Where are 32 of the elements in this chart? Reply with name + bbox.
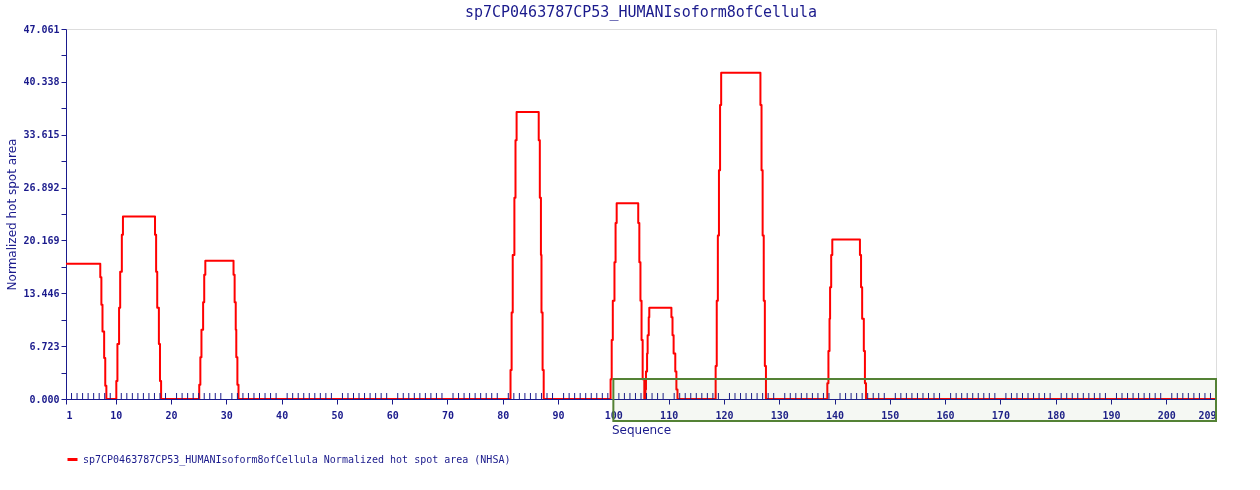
- x-tick-label: 30: [220, 409, 233, 421]
- x-tick-label: 50: [331, 409, 344, 421]
- x-tick-label: 20: [165, 409, 178, 421]
- x-tick-label: 80: [497, 409, 510, 421]
- y-tick-label: 40.338: [23, 76, 60, 88]
- x-axis-title: Sequence: [611, 422, 672, 437]
- x-tick-label: 170: [991, 409, 1010, 421]
- x-tick-label: 1: [66, 409, 73, 421]
- x-tick-label: 10: [110, 409, 123, 421]
- x-tick-label: 110: [660, 409, 679, 421]
- x-tick-label: 70: [441, 409, 455, 421]
- x-tick-label: 40: [276, 409, 289, 421]
- y-tick-label: 20.169: [23, 234, 60, 246]
- x-tick-label: 130: [770, 409, 789, 421]
- x-tick-label: 90: [552, 409, 565, 421]
- x-tick-label: 120: [715, 409, 734, 421]
- y-tick-label: 47.061: [23, 23, 60, 35]
- x-tick-label: 160: [936, 409, 955, 421]
- x-tick-label: 200: [1157, 409, 1176, 421]
- chart-title: sp7CP0463787CP53_HUMANIsoform8ofCellula: [464, 3, 818, 21]
- y-tick-label: 26.892: [23, 182, 60, 194]
- x-tick-label: 140: [825, 409, 845, 421]
- y-tick-label: 0.000: [29, 393, 60, 405]
- y-tick-label: 13.446: [23, 287, 60, 299]
- legend-label: sp7CP0463787CP53_HUMANIsoform8ofCellula Normalized hot spot area (NHSA): [83, 453, 511, 466]
- x-tick-label: 180: [1047, 409, 1066, 421]
- x-tick-label: 60: [386, 409, 399, 421]
- y-axis-title: Normalized hot spot area: [5, 138, 20, 291]
- y-tick-label: 6.723: [29, 340, 60, 352]
- y-tick-label: 33.615: [23, 129, 60, 141]
- x-tick-label: 190: [1102, 409, 1121, 421]
- x-tick-label: 150: [881, 409, 900, 421]
